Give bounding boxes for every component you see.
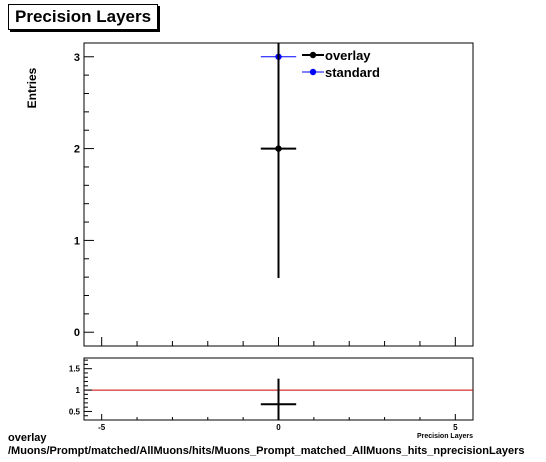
- ratio-y-tick-label: 1.5: [69, 365, 81, 374]
- y-tick-label: 3: [74, 52, 80, 64]
- legend-label-standard: standard: [325, 65, 380, 80]
- legend-marker-overlay: [309, 51, 317, 59]
- legend-label-overlay: overlay: [325, 48, 371, 63]
- y-tick-label: 2: [74, 144, 80, 156]
- ratio-y-tick-label: 0.5: [69, 407, 81, 416]
- chart-title: Precision Layers: [8, 4, 159, 30]
- ratio-x-tick-label: -5: [98, 423, 106, 432]
- x-axis-label: Precision Layers: [417, 433, 473, 440]
- legend-marker-standard: [309, 68, 317, 76]
- y-axis-label: Entries: [25, 67, 39, 108]
- y-tick-label: 0: [74, 327, 80, 339]
- ratio-x-tick-label: 0: [276, 423, 281, 432]
- y-tick-label: 1: [74, 235, 80, 247]
- footer-label: overlay: [8, 432, 47, 444]
- ratio-y-tick-label: 1: [76, 386, 81, 395]
- ratio-x-tick-label: 5: [453, 423, 458, 432]
- main-plot-area: 0 1 2 3 Entries overlay standard: [25, 42, 474, 347]
- footer-path: /Muons/Prompt/matched/AllMuons/hits/Muon…: [8, 445, 525, 457]
- overlay-point: [275, 145, 282, 152]
